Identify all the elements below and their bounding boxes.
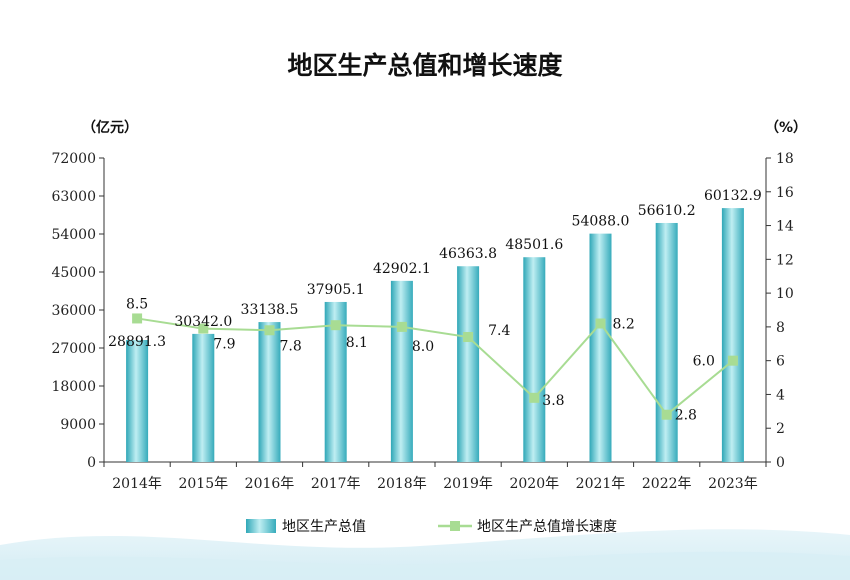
chart-title: 地区生产总值和增长速度 <box>287 51 562 80</box>
x-tick-label: 2014年 <box>112 476 162 492</box>
left-tick-label: 27000 <box>51 341 96 357</box>
bar <box>721 208 744 462</box>
right-tick-label: 6 <box>776 354 785 370</box>
line-value-label: 8.2 <box>613 317 635 333</box>
growth-point <box>727 355 738 366</box>
right-tick-label: 8 <box>776 320 785 336</box>
legend: 地区生产总值 地区生产总值增长速度 <box>246 519 617 535</box>
bar <box>390 280 413 462</box>
left-tick-label: 18000 <box>51 379 96 395</box>
left-axis-unit: （亿元） <box>82 119 138 136</box>
x-tick-label: 2015年 <box>178 476 228 492</box>
x-tick-label: 2018年 <box>377 476 427 492</box>
line-series <box>132 313 738 420</box>
bar <box>655 222 678 462</box>
line-value-label: 8.1 <box>346 335 368 351</box>
left-tick-label: 63000 <box>51 189 96 205</box>
growth-point <box>198 323 209 334</box>
decorative-wave-2 <box>0 551 850 580</box>
bar-value-label: 28891.3 <box>108 334 166 350</box>
bar-value-label: 42902.1 <box>373 261 431 277</box>
right-tick-label: 4 <box>776 387 785 403</box>
growth-point <box>330 320 341 331</box>
growth-point <box>132 313 143 324</box>
bar-value-label: 60132.9 <box>704 188 762 204</box>
data-labels: 28891.3 30342.0 33138.5 37905.1 42902.1 46363… <box>108 188 762 424</box>
left-tick-label: 72000 <box>51 151 96 167</box>
growth-point <box>529 392 540 403</box>
right-tick-label: 16 <box>776 185 794 201</box>
bar-value-label: 48501.6 <box>505 237 563 253</box>
bar-value-label: 33138.5 <box>241 302 299 318</box>
axes: 0 9000 18000 27000 36000 45000 54000 63000 72000… <box>51 151 793 492</box>
right-tick-label: 12 <box>776 252 794 268</box>
right-tick-label: 2 <box>776 421 785 437</box>
right-tick-label: 0 <box>776 455 785 471</box>
line-value-label: 8.0 <box>412 339 434 355</box>
x-tick-label: 2016年 <box>245 476 295 492</box>
right-tick-label: 14 <box>776 219 794 235</box>
bar <box>324 301 347 462</box>
line-value-label: 2.8 <box>675 408 697 424</box>
legend-line-marker <box>450 521 460 531</box>
left-tick-label: 54000 <box>51 227 96 243</box>
legend-line-label: 地区生产总值增长速度 <box>477 519 617 535</box>
x-tick-label: 2023年 <box>708 476 758 492</box>
growth-point <box>463 332 474 343</box>
growth-point <box>264 325 275 336</box>
bar-value-label: 37905.1 <box>307 282 365 298</box>
line-value-label: 3.8 <box>542 393 564 409</box>
x-tick-label: 2022年 <box>642 476 692 492</box>
bar <box>523 257 546 462</box>
bar-value-label: 56610.2 <box>638 203 696 219</box>
right-tick-label: 10 <box>776 286 794 302</box>
growth-line <box>136 317 734 417</box>
bar <box>126 340 149 462</box>
line-value-label: 8.5 <box>126 296 148 312</box>
bar <box>457 266 480 462</box>
line-value-label: 6.0 <box>693 354 715 370</box>
line-value-label: 7.9 <box>213 337 235 353</box>
line-value-label: 7.4 <box>488 323 510 339</box>
legend-bar-swatch <box>246 519 276 533</box>
bar-value-label: 30342.0 <box>174 314 232 330</box>
bar <box>589 233 612 462</box>
right-axis-unit: （%） <box>765 120 807 136</box>
x-tick-label: 2019年 <box>443 476 493 492</box>
left-tick-label: 36000 <box>51 303 96 319</box>
growth-point <box>396 321 407 332</box>
right-tick-label: 18 <box>776 151 794 167</box>
bar-value-label: 54088.0 <box>572 214 630 230</box>
left-tick-label: 9000 <box>60 417 96 433</box>
legend-bar-label: 地区生产总值 <box>282 519 366 535</box>
x-tick-label: 2020年 <box>509 476 559 492</box>
growth-point <box>661 409 672 420</box>
bar-value-label: 46363.8 <box>439 246 497 262</box>
line-value-label: 7.8 <box>280 338 302 354</box>
bar <box>192 333 215 462</box>
left-tick-label: 45000 <box>51 265 96 281</box>
left-tick-label: 0 <box>87 455 96 471</box>
growth-point <box>595 318 606 329</box>
bar <box>258 322 281 462</box>
x-tick-label: 2021年 <box>576 476 626 492</box>
x-tick-label: 2017年 <box>311 476 361 492</box>
bar-series <box>126 208 744 462</box>
